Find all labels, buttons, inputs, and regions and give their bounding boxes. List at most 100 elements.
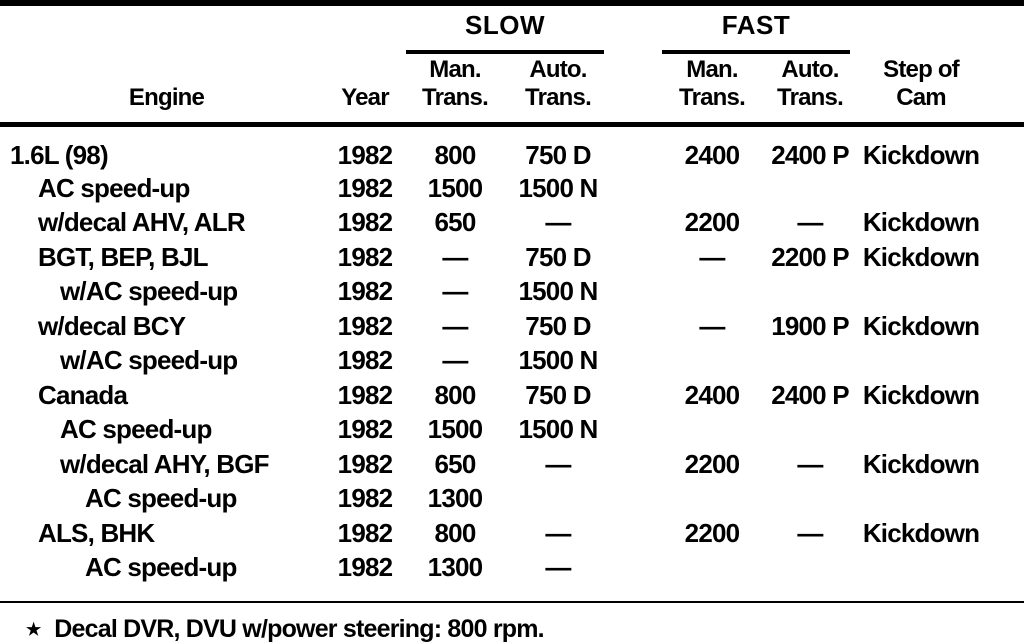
slow-man-trans-cell: 650 xyxy=(434,207,477,238)
fast-man-trans-cell xyxy=(658,344,766,379)
fast-group-label: FAST xyxy=(662,10,851,54)
column-header-slow-auto-line1: Auto. xyxy=(529,56,587,83)
fast-man-trans-cell xyxy=(658,551,766,586)
step-of-cam-cell: Kickdown xyxy=(862,310,980,341)
column-header-year: Year xyxy=(341,84,389,111)
gap-cell xyxy=(608,516,658,551)
engine-cell: Canada xyxy=(38,379,128,410)
fast-man-trans-cell: 2200 xyxy=(684,207,740,238)
engine-cell: AC speed-up xyxy=(85,552,237,583)
step-of-cam-cell: Kickdown xyxy=(862,379,980,410)
table-row: w/decal BCY 1982 — 750 D — 1900 P Kickdo… xyxy=(0,309,1024,344)
year-cell: 1982 xyxy=(337,517,393,548)
step-of-cam-cell: Kickdown xyxy=(862,207,980,238)
column-header-fast-auto-line1: Auto. xyxy=(781,56,839,83)
gap-cell xyxy=(608,447,658,482)
slow-man-trans-cell: — xyxy=(442,345,468,376)
slow-auto-trans-cell: — xyxy=(545,207,571,238)
gap-cell xyxy=(608,275,658,310)
slow-man-trans-cell: 800 xyxy=(434,140,477,170)
step-of-cam-cell xyxy=(854,344,1024,379)
column-header-cam-line1: Step of xyxy=(883,56,960,83)
slow-auto-trans-cell: 750 D xyxy=(525,241,591,272)
year-cell: 1982 xyxy=(337,310,393,341)
column-header-fast-man-line1: Man. xyxy=(686,56,738,83)
step-of-cam-cell xyxy=(854,413,1024,448)
fast-man-trans-cell xyxy=(658,482,766,517)
bottom-rule xyxy=(0,601,1024,603)
fast-auto-trans-cell: 2200 P xyxy=(771,241,849,272)
table-body: 1.6L (98) 1982 800 750 D 2400 2400 P Kic… xyxy=(0,125,1024,586)
engine-cell: 1.6L (98) xyxy=(10,140,109,170)
slow-man-trans-cell: 1300 xyxy=(427,483,483,514)
column-group-slow: SLOW xyxy=(402,6,608,54)
engine-cell: AC speed-up xyxy=(38,172,190,203)
slow-man-trans-cell: 1300 xyxy=(427,552,483,583)
gap-cell xyxy=(608,171,658,206)
slow-man-trans-cell: 800 xyxy=(434,517,477,548)
gap-cell xyxy=(608,206,658,241)
slow-man-trans-cell: 1500 xyxy=(427,414,483,445)
slow-auto-trans-cell: 1500 N xyxy=(518,276,598,307)
step-of-cam-cell: Kickdown xyxy=(862,140,980,170)
gap-cell xyxy=(608,551,658,586)
year-cell: 1982 xyxy=(337,483,393,514)
asterisk-star-icon: ★ xyxy=(26,620,42,639)
year-cell: 1982 xyxy=(337,276,393,307)
fast-auto-trans-cell: — xyxy=(797,448,823,479)
slow-auto-trans-cell: 750 D xyxy=(525,310,591,341)
column-header-fast-auto-line2: Trans. xyxy=(777,84,844,111)
step-of-cam-cell xyxy=(854,482,1024,517)
fast-auto-trans-cell xyxy=(766,413,854,448)
table-row: 1.6L (98) 1982 800 750 D 2400 2400 P Kic… xyxy=(0,125,1024,172)
slow-auto-trans-cell: 1500 N xyxy=(518,345,598,376)
slow-man-trans-cell: — xyxy=(442,241,468,272)
slow-auto-trans-cell: 1500 N xyxy=(518,414,598,445)
engine-cell: BGT, BEP, BJL xyxy=(38,241,209,272)
slow-man-trans-cell: 800 xyxy=(434,379,477,410)
column-header-slow-auto-line2: Trans. xyxy=(525,84,592,111)
engine-cell: w/decal AHY, BGF xyxy=(60,448,270,479)
idle-speed-specs-table: SLOW FAST Man. Auto. Man. Auto. Step of … xyxy=(0,6,1024,585)
slow-auto-trans-cell: 1500 N xyxy=(518,172,598,203)
column-header-slow-man-line1: Man. xyxy=(429,56,481,83)
slow-auto-trans-cell: — xyxy=(545,448,571,479)
gap-cell xyxy=(608,482,658,517)
table-row: BGT, BEP, BJL 1982 — 750 D — 2200 P Kick… xyxy=(0,240,1024,275)
table-header: SLOW FAST Man. Auto. Man. Auto. Step of … xyxy=(0,6,1024,125)
gap-cell xyxy=(608,413,658,448)
slow-auto-trans-cell: — xyxy=(545,552,571,583)
gap-cell xyxy=(608,378,658,413)
table-row: w/AC speed-up 1982 — 1500 N xyxy=(0,344,1024,379)
fast-auto-trans-cell xyxy=(766,275,854,310)
table-row: Canada 1982 800 750 D 2400 2400 P Kickdo… xyxy=(0,378,1024,413)
table-row: AC speed-up 1982 1300 — xyxy=(0,551,1024,586)
table-row: AC speed-up 1982 1300 xyxy=(0,482,1024,517)
column-group-fast: FAST xyxy=(658,6,854,54)
year-cell: 1982 xyxy=(337,379,393,410)
year-cell: 1982 xyxy=(337,345,393,376)
table-row: w/decal AHV, ALR 1982 650 — 2200 — Kickd… xyxy=(0,206,1024,241)
slow-man-trans-cell: — xyxy=(442,276,468,307)
fast-auto-trans-cell: — xyxy=(797,207,823,238)
fast-auto-trans-cell xyxy=(766,482,854,517)
column-header-fast-man-line2: Trans. xyxy=(679,84,746,111)
gap-cell xyxy=(608,344,658,379)
fast-auto-trans-cell: 1900 P xyxy=(771,310,849,341)
gap-cell xyxy=(608,240,658,275)
fast-man-trans-cell xyxy=(658,275,766,310)
step-of-cam-cell: Kickdown xyxy=(862,448,980,479)
year-cell: 1982 xyxy=(337,207,393,238)
fast-auto-trans-cell: — xyxy=(797,517,823,548)
table-row: w/decal AHY, BGF 1982 650 — 2200 — Kickd… xyxy=(0,447,1024,482)
gap-cell xyxy=(608,309,658,344)
fast-man-trans-cell: 2400 xyxy=(684,140,740,170)
fast-man-trans-cell xyxy=(658,171,766,206)
table-row: AC speed-up 1982 1500 1500 N xyxy=(0,413,1024,448)
table-footer-gap xyxy=(0,585,1024,601)
year-cell: 1982 xyxy=(337,414,393,445)
fast-auto-trans-cell xyxy=(766,344,854,379)
column-header-slow-man-line2: Trans. xyxy=(422,84,489,111)
step-of-cam-cell xyxy=(854,275,1024,310)
